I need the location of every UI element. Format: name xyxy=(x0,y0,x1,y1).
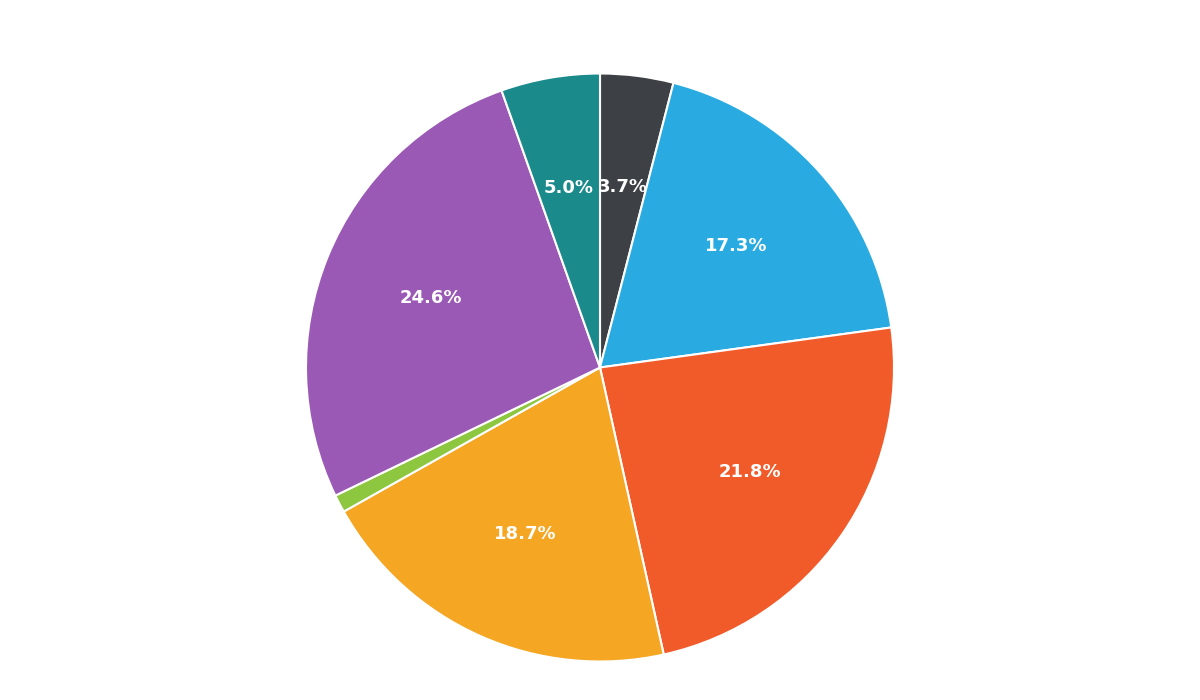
Wedge shape xyxy=(343,368,664,662)
Text: 18.7%: 18.7% xyxy=(494,525,557,543)
Wedge shape xyxy=(600,328,894,654)
Text: 5.0%: 5.0% xyxy=(544,179,594,197)
Text: 21.8%: 21.8% xyxy=(719,463,781,481)
Wedge shape xyxy=(600,83,892,368)
Wedge shape xyxy=(306,90,600,496)
Text: 17.3%: 17.3% xyxy=(704,237,768,256)
Wedge shape xyxy=(502,74,600,368)
Wedge shape xyxy=(600,74,673,368)
Wedge shape xyxy=(335,368,600,512)
Text: 3.7%: 3.7% xyxy=(598,178,648,196)
Text: 24.6%: 24.6% xyxy=(400,289,463,307)
